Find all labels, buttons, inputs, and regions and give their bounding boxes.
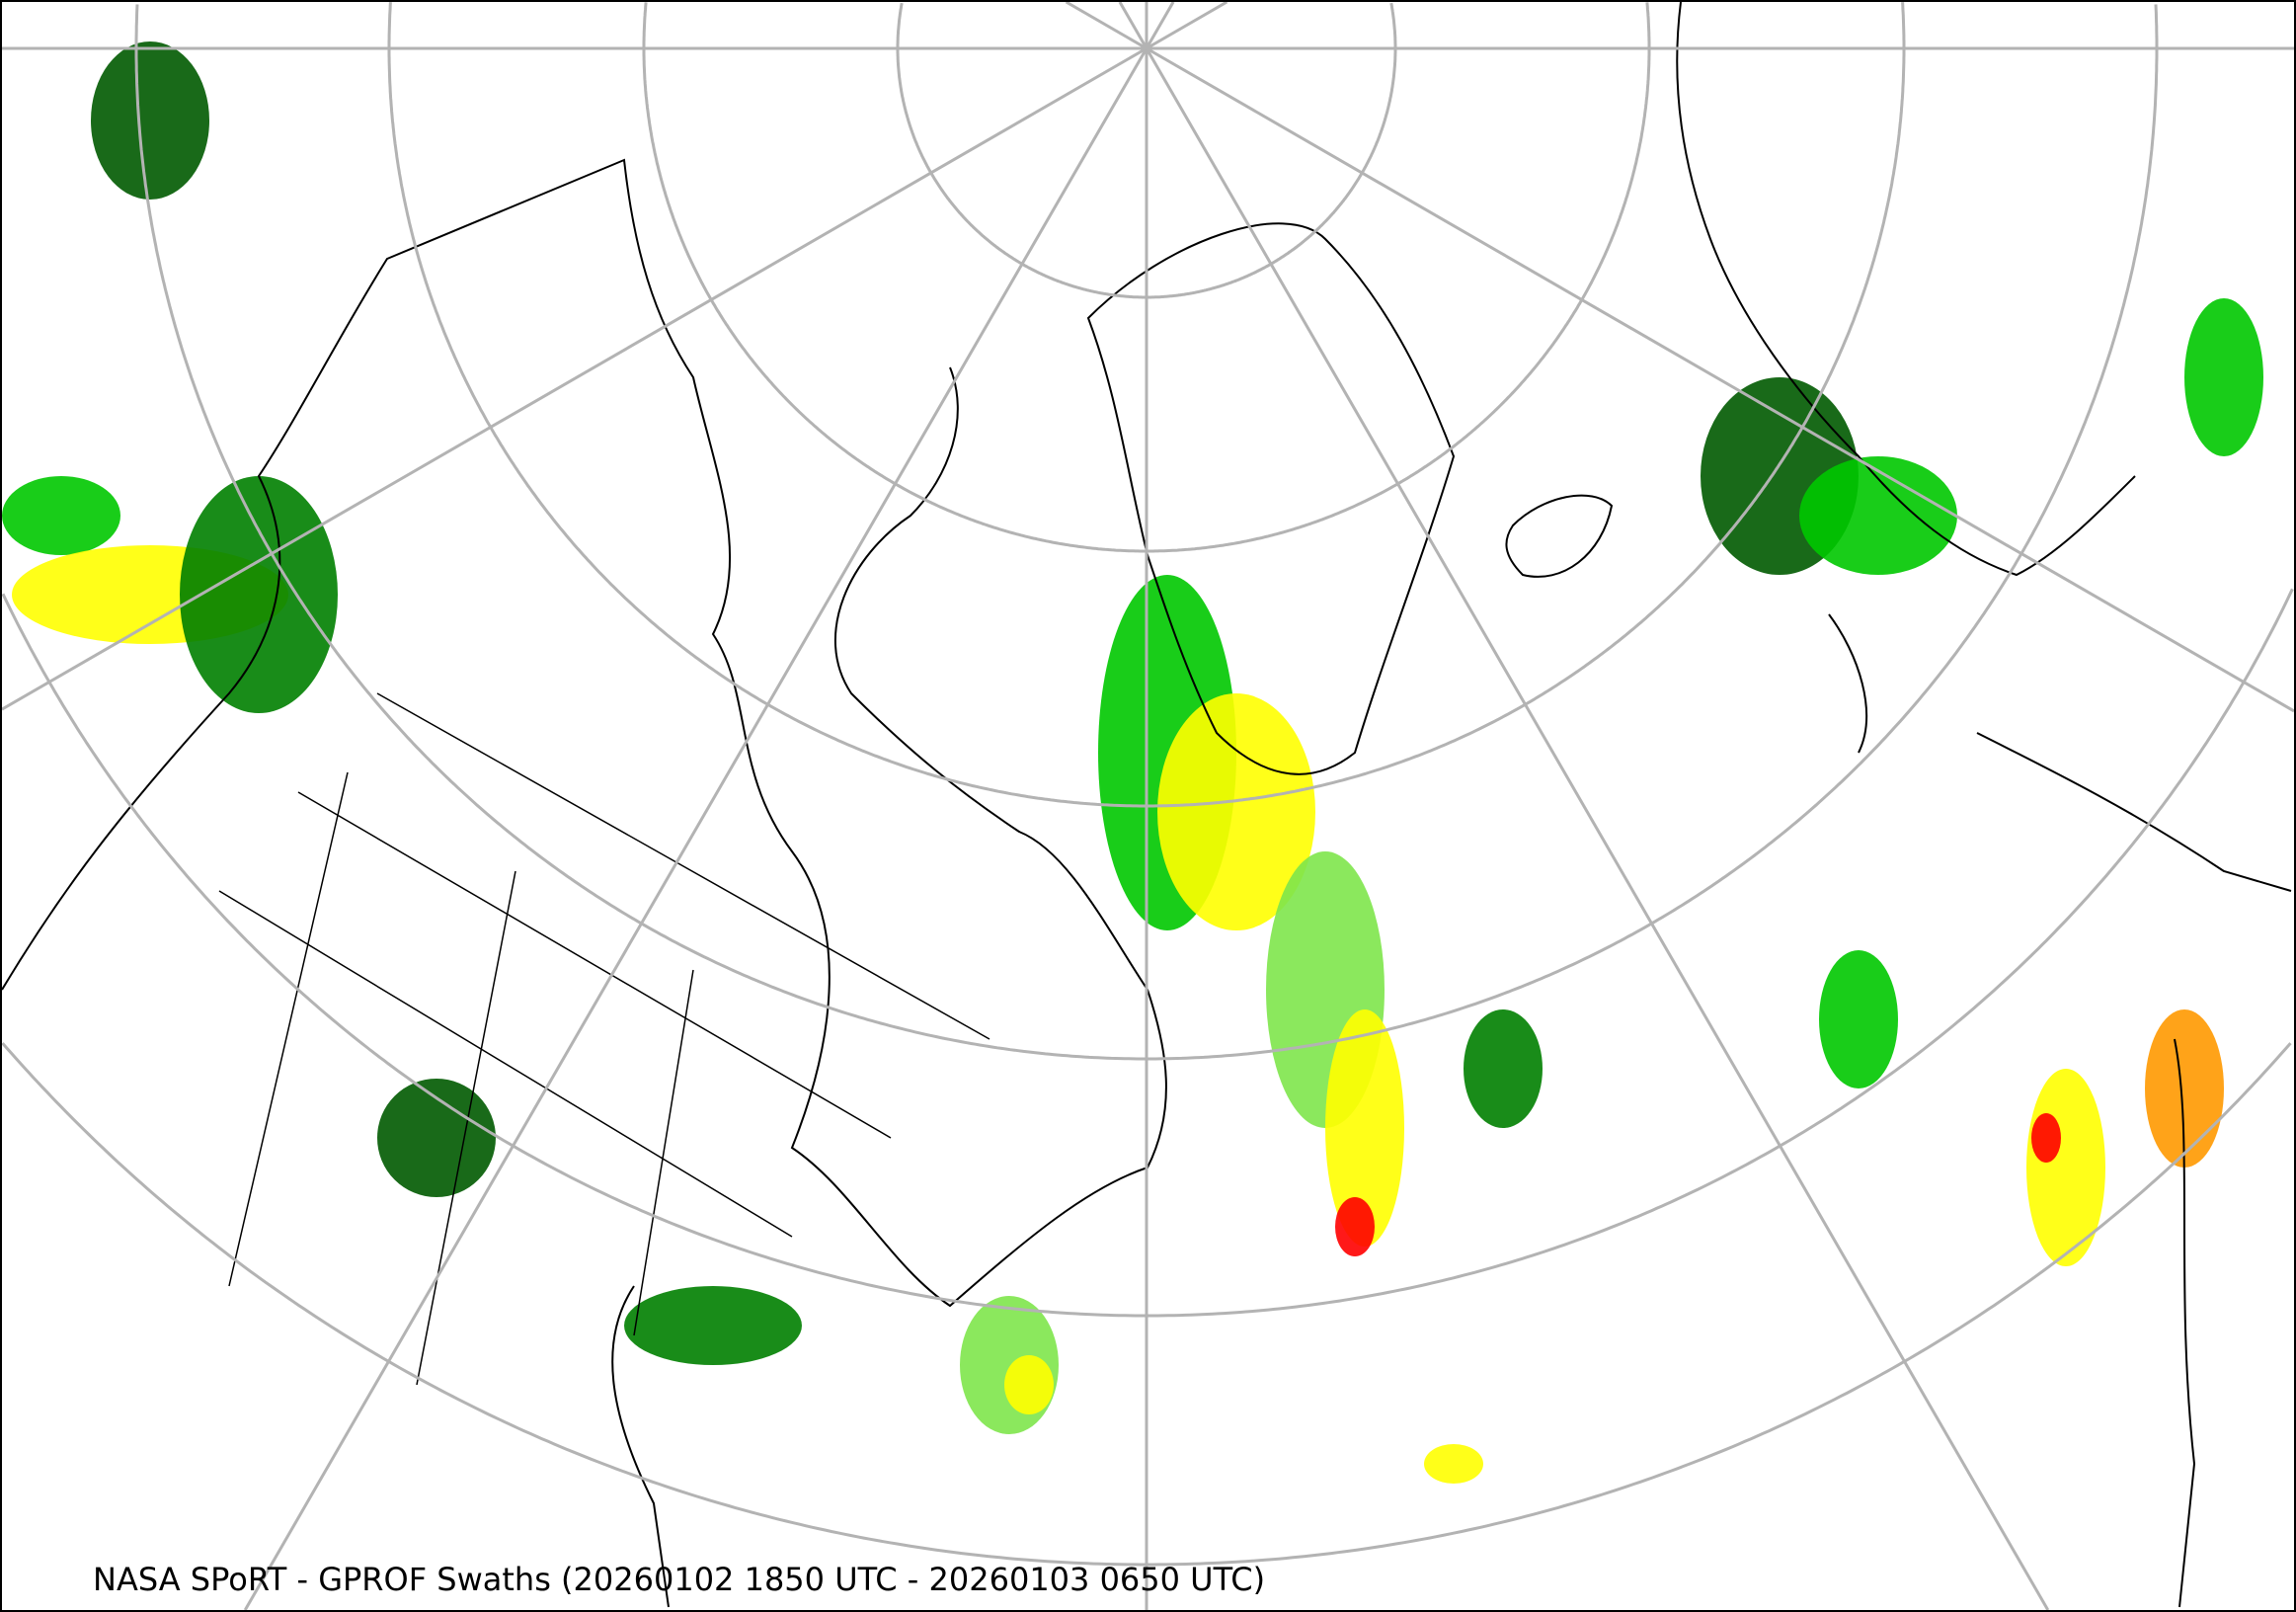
precip-swath <box>1335 1197 1375 1256</box>
precip-swath <box>1004 1355 1054 1414</box>
coastline-iceland <box>1505 494 1614 578</box>
latitude-circle <box>387 2 1906 808</box>
meridian-line <box>1118 2 1148 49</box>
precip-swath <box>2184 298 2263 456</box>
precip-swath <box>377 1079 496 1197</box>
precip-swath <box>1799 456 1957 575</box>
meridian-line <box>1146 46 2294 713</box>
latitude-circle <box>642 2 1651 553</box>
coastline-europe <box>1676 2 2292 1608</box>
precip-swath <box>1424 1444 1483 1484</box>
precip-swath <box>1325 1009 1404 1247</box>
latitude-circle <box>2 588 2294 1318</box>
meridian-line <box>243 47 1148 1610</box>
precipitation-swaths <box>2 41 2263 1484</box>
latitude-circle <box>2 1042 2292 1567</box>
latitude-circle <box>896 2 1397 299</box>
meridian-line <box>1145 47 2050 1610</box>
meridian-line <box>1065 2 1148 50</box>
state-borders <box>218 692 990 1386</box>
meridian-line <box>1145 2 1175 49</box>
precip-swath <box>624 1286 802 1365</box>
precip-swath <box>1157 693 1315 930</box>
precip-swath <box>2031 1113 2061 1163</box>
precip-swath <box>91 41 209 200</box>
precip-swath <box>180 476 338 713</box>
precip-swath <box>2 476 120 555</box>
precip-swath <box>2145 1009 2224 1168</box>
meridian-line <box>2 46 1148 711</box>
coastline-north-america <box>2 158 1167 1608</box>
precip-swath <box>1464 1009 1543 1128</box>
latitude-circle <box>134 4 2159 1061</box>
precip-swath <box>2026 1069 2105 1266</box>
precip-swath <box>1819 950 1898 1088</box>
meridian-line <box>1146 2 1228 50</box>
map-title: NASA SPoRT - GPROF Swaths (20260102 1850… <box>93 1561 1266 1598</box>
